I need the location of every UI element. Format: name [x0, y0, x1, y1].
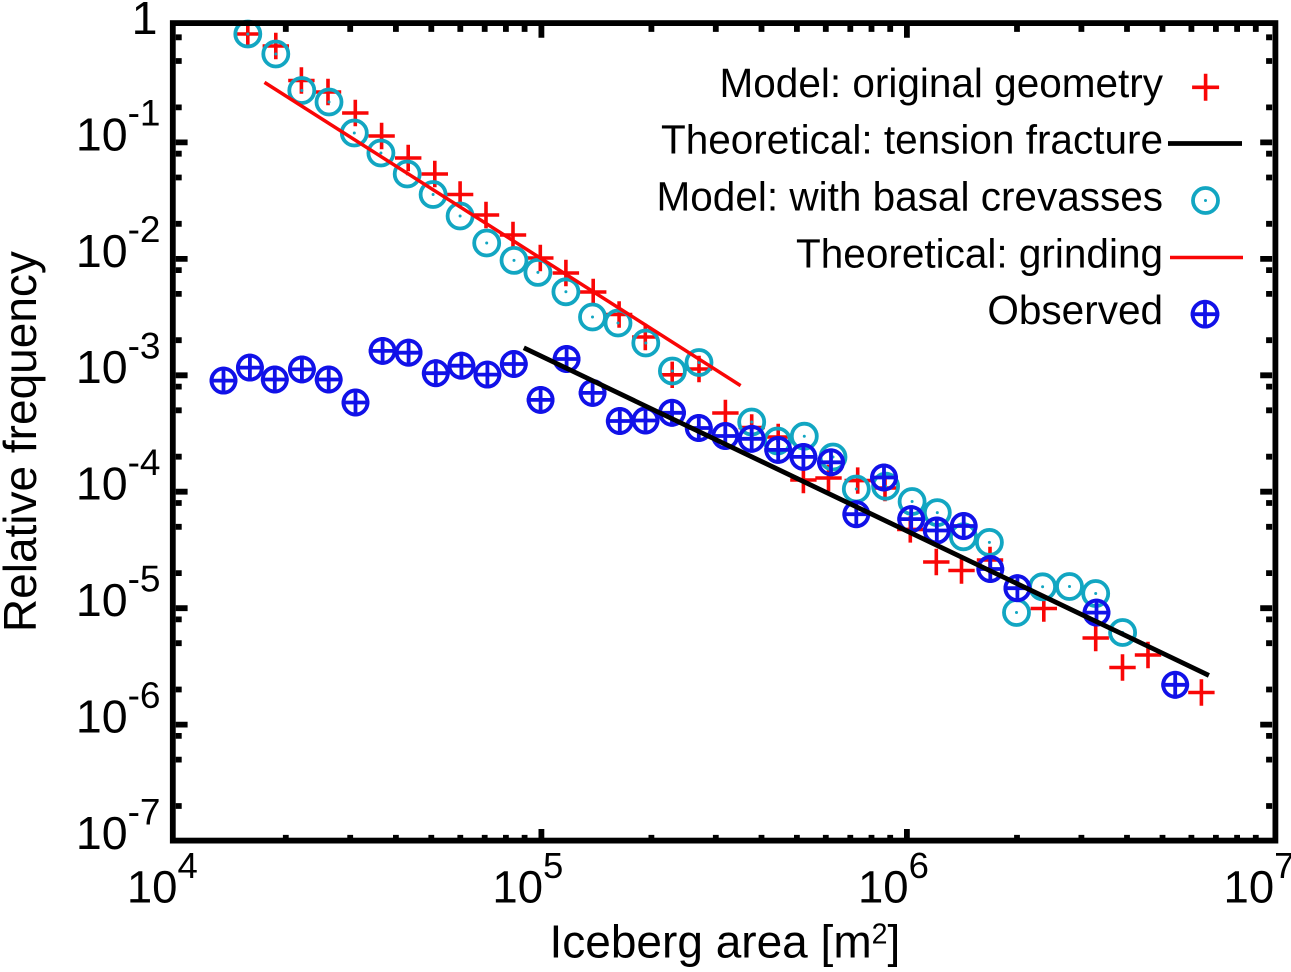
svg-text:Relative frequency: Relative frequency: [0, 251, 46, 632]
svg-text:Theoretical: grinding: Theoretical: grinding: [796, 231, 1163, 277]
svg-text:Theoretical: tension fracture: Theoretical: tension fracture: [661, 117, 1163, 163]
svg-text:Observed: Observed: [987, 287, 1163, 333]
svg-text:Model: with basal crevasses: Model: with basal crevasses: [657, 174, 1163, 220]
svg-text:1: 1: [132, 0, 158, 44]
svg-text:Iceberg area [m2]: Iceberg area [m2]: [549, 916, 900, 967]
svg-text:Model: original geometry: Model: original geometry: [720, 60, 1164, 106]
